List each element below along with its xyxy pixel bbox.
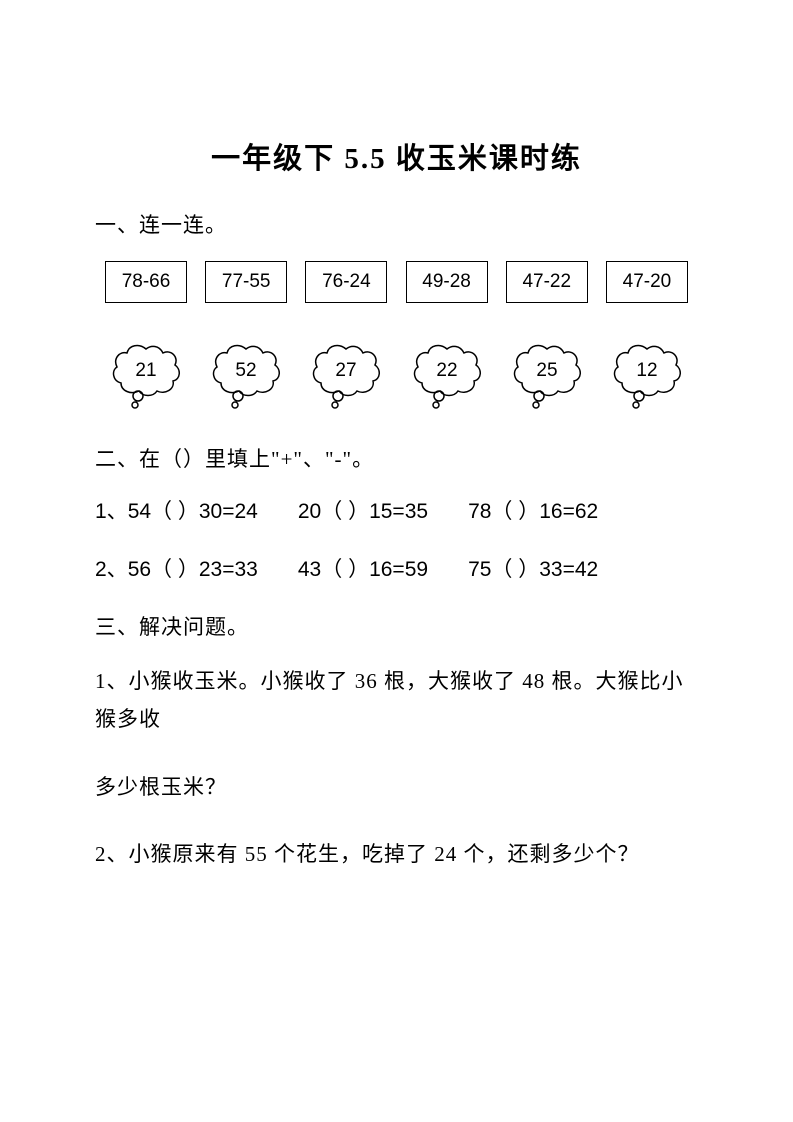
- expr-box: 76-24: [305, 261, 387, 303]
- cloud-icon: 21: [109, 343, 183, 411]
- expr-box: 47-20: [606, 261, 688, 303]
- fill-item: 1、54（ ）30=24: [95, 495, 258, 525]
- cloud-icon: 52: [209, 343, 283, 411]
- page-title: 一年级下 5.5 收玉米课时练: [95, 135, 698, 177]
- word-problem-2: 2、小猴原来有 55 个花生，吃掉了 24 个，还剩多少个？: [95, 836, 698, 874]
- cloud-value: 52: [236, 360, 257, 381]
- cloud-item: 25: [506, 343, 588, 411]
- expr-box: 47-22: [506, 261, 588, 303]
- fill-item: 2、56（ ）23=33: [95, 553, 258, 583]
- cloud-icon: 22: [410, 343, 484, 411]
- expression-boxes-row: 78-66 77-55 76-24 49-28 47-22 47-20: [95, 261, 698, 303]
- fill-row-2: 2、56（ ）23=33 43（ ）16=59 75（ ）33=42: [95, 553, 698, 583]
- cloud-value: 12: [636, 360, 657, 381]
- expr-box: 78-66: [105, 261, 187, 303]
- cloud-icon: 27: [309, 343, 383, 411]
- section1-heading: 一、连一连。: [95, 209, 698, 239]
- cloud-value: 27: [336, 360, 357, 381]
- cloud-value: 21: [135, 360, 156, 381]
- cloud-item: 12: [606, 343, 688, 411]
- fill-item: 43（ ）16=59: [298, 553, 428, 583]
- cloud-item: 52: [205, 343, 287, 411]
- cloud-item: 22: [406, 343, 488, 411]
- section3-heading: 三、解决问题。: [95, 611, 698, 641]
- expr-box: 49-28: [406, 261, 488, 303]
- fill-item: 75（ ）33=42: [468, 553, 598, 583]
- cloud-item: 21: [105, 343, 187, 411]
- word-problem-1-line2: 多少根玉米？: [95, 769, 698, 807]
- word-problem-1-line1: 1、小猴收玉米。小猴收了 36 根，大猴收了 48 根。大猴比小猴多收: [95, 663, 698, 739]
- fill-item: 20（ ）15=35: [298, 495, 428, 525]
- cloud-icon: 25: [510, 343, 584, 411]
- answer-clouds-row: 21 52 27 22 25: [95, 343, 698, 411]
- cloud-item: 27: [305, 343, 387, 411]
- expr-box: 77-55: [205, 261, 287, 303]
- fill-item: 78（ ）16=62: [468, 495, 598, 525]
- section2-heading: 二、在（）里填上"+"、"-"。: [95, 443, 698, 473]
- cloud-icon: 12: [610, 343, 684, 411]
- cloud-value: 25: [536, 360, 557, 381]
- cloud-value: 22: [436, 360, 457, 381]
- fill-row-1: 1、54（ ）30=24 20（ ）15=35 78（ ）16=62: [95, 495, 698, 525]
